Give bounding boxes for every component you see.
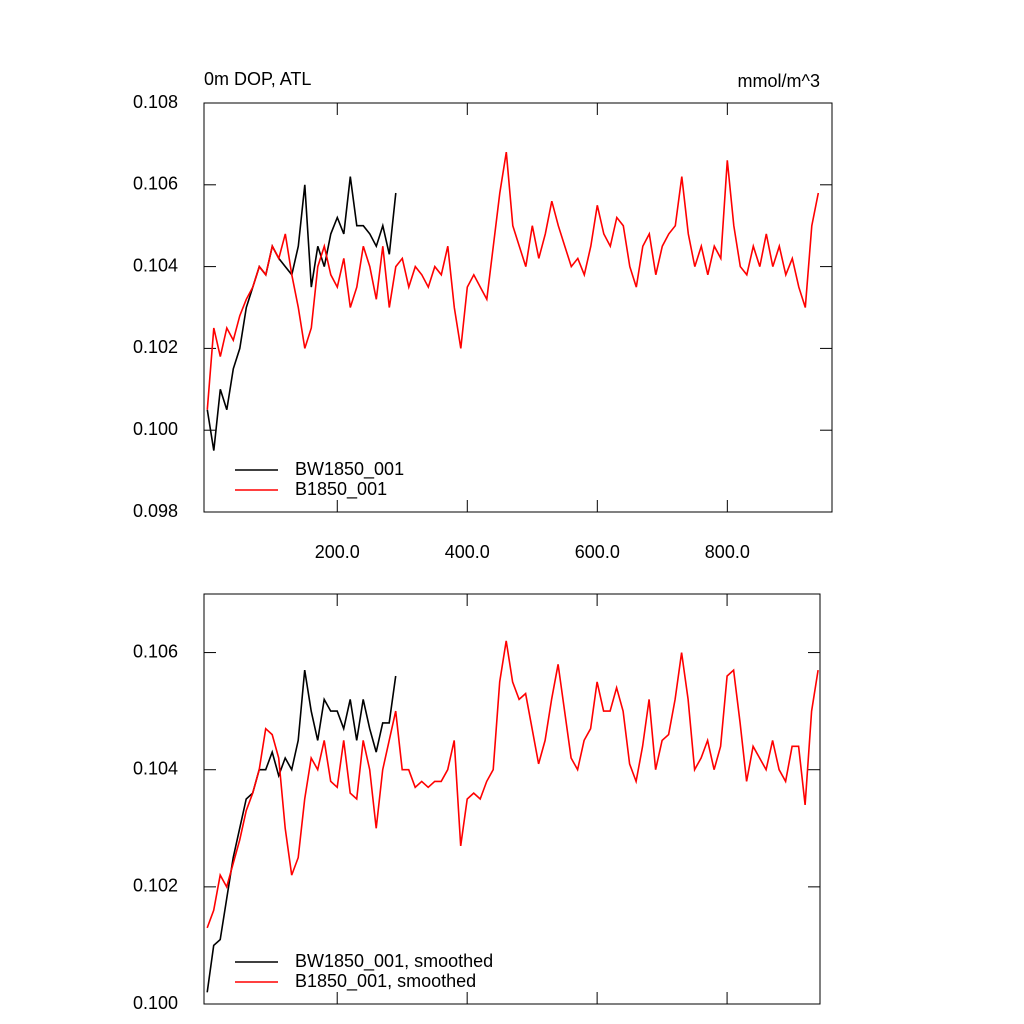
legend-label: B1850_001 <box>295 479 387 500</box>
y-tick-label: 0.098 <box>133 501 178 521</box>
units-label: mmol/m^3 <box>738 71 820 91</box>
chart-title: 0m DOP, ATL <box>204 69 311 89</box>
y-tick-label: 0.102 <box>133 876 178 896</box>
series-line <box>206 176 397 451</box>
legend-label: BW1850_001, smoothed <box>295 951 493 972</box>
series-line <box>206 640 819 929</box>
x-tick-label: 400.0 <box>445 542 490 562</box>
y-tick-label: 0.106 <box>133 641 178 661</box>
legend-label: B1850_001, smoothed <box>295 971 476 992</box>
y-tick-label: 0.104 <box>133 255 178 275</box>
y-tick-label: 0.102 <box>133 337 178 357</box>
y-tick-label: 0.104 <box>133 758 178 778</box>
y-tick-label: 0.100 <box>133 419 178 439</box>
y-tick-label: 0.108 <box>133 92 178 112</box>
y-tick-label: 0.106 <box>133 174 178 194</box>
plot-frame <box>203 593 821 1005</box>
plot-frame <box>203 102 833 513</box>
legend-label: BW1850_001 <box>295 459 404 480</box>
x-tick-label: 600.0 <box>575 542 620 562</box>
series-line <box>206 669 397 993</box>
x-tick-label: 800.0 <box>705 542 750 562</box>
series-line <box>206 151 820 410</box>
y-tick-label: 0.100 <box>133 993 178 1013</box>
x-tick-label: 200.0 <box>315 542 360 562</box>
